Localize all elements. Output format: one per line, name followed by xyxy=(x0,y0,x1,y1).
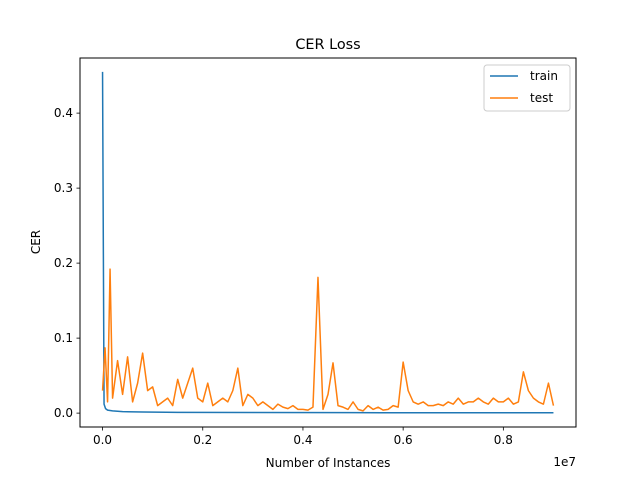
series-line-test xyxy=(101,268,555,412)
plot-frame xyxy=(79,57,577,428)
x-tick-label: 0.8 xyxy=(494,433,513,447)
x-tick-label: 0.0 xyxy=(93,433,112,447)
x-tick-label: 0.2 xyxy=(193,433,212,447)
y-tick-label: 0.1 xyxy=(54,331,73,345)
y-tick-label: 0.4 xyxy=(54,106,73,120)
x-tick-label: 0.4 xyxy=(293,433,312,447)
chart-title: CER Loss xyxy=(295,37,360,53)
series-line-train xyxy=(101,71,554,414)
y-axis-label: CER xyxy=(29,230,43,254)
y-tick-label: 0.2 xyxy=(54,256,73,270)
x-tick-label: 0.6 xyxy=(394,433,413,447)
y-tick-label: 0.3 xyxy=(54,181,73,195)
legend-label-train: train xyxy=(530,69,558,83)
x-axis-offset-label: 1e7 xyxy=(553,455,576,469)
series-layer xyxy=(101,71,555,414)
legend: train test xyxy=(483,64,571,112)
x-axis-label: Number of Instances xyxy=(266,456,391,470)
legend-label-test: test xyxy=(530,91,553,105)
x-axis: 0.0 0.2 0.4 0.6 0.8 xyxy=(93,427,513,447)
y-tick-label: 0.0 xyxy=(54,406,73,420)
y-axis: 0.0 0.1 0.2 0.3 0.4 xyxy=(54,106,80,420)
